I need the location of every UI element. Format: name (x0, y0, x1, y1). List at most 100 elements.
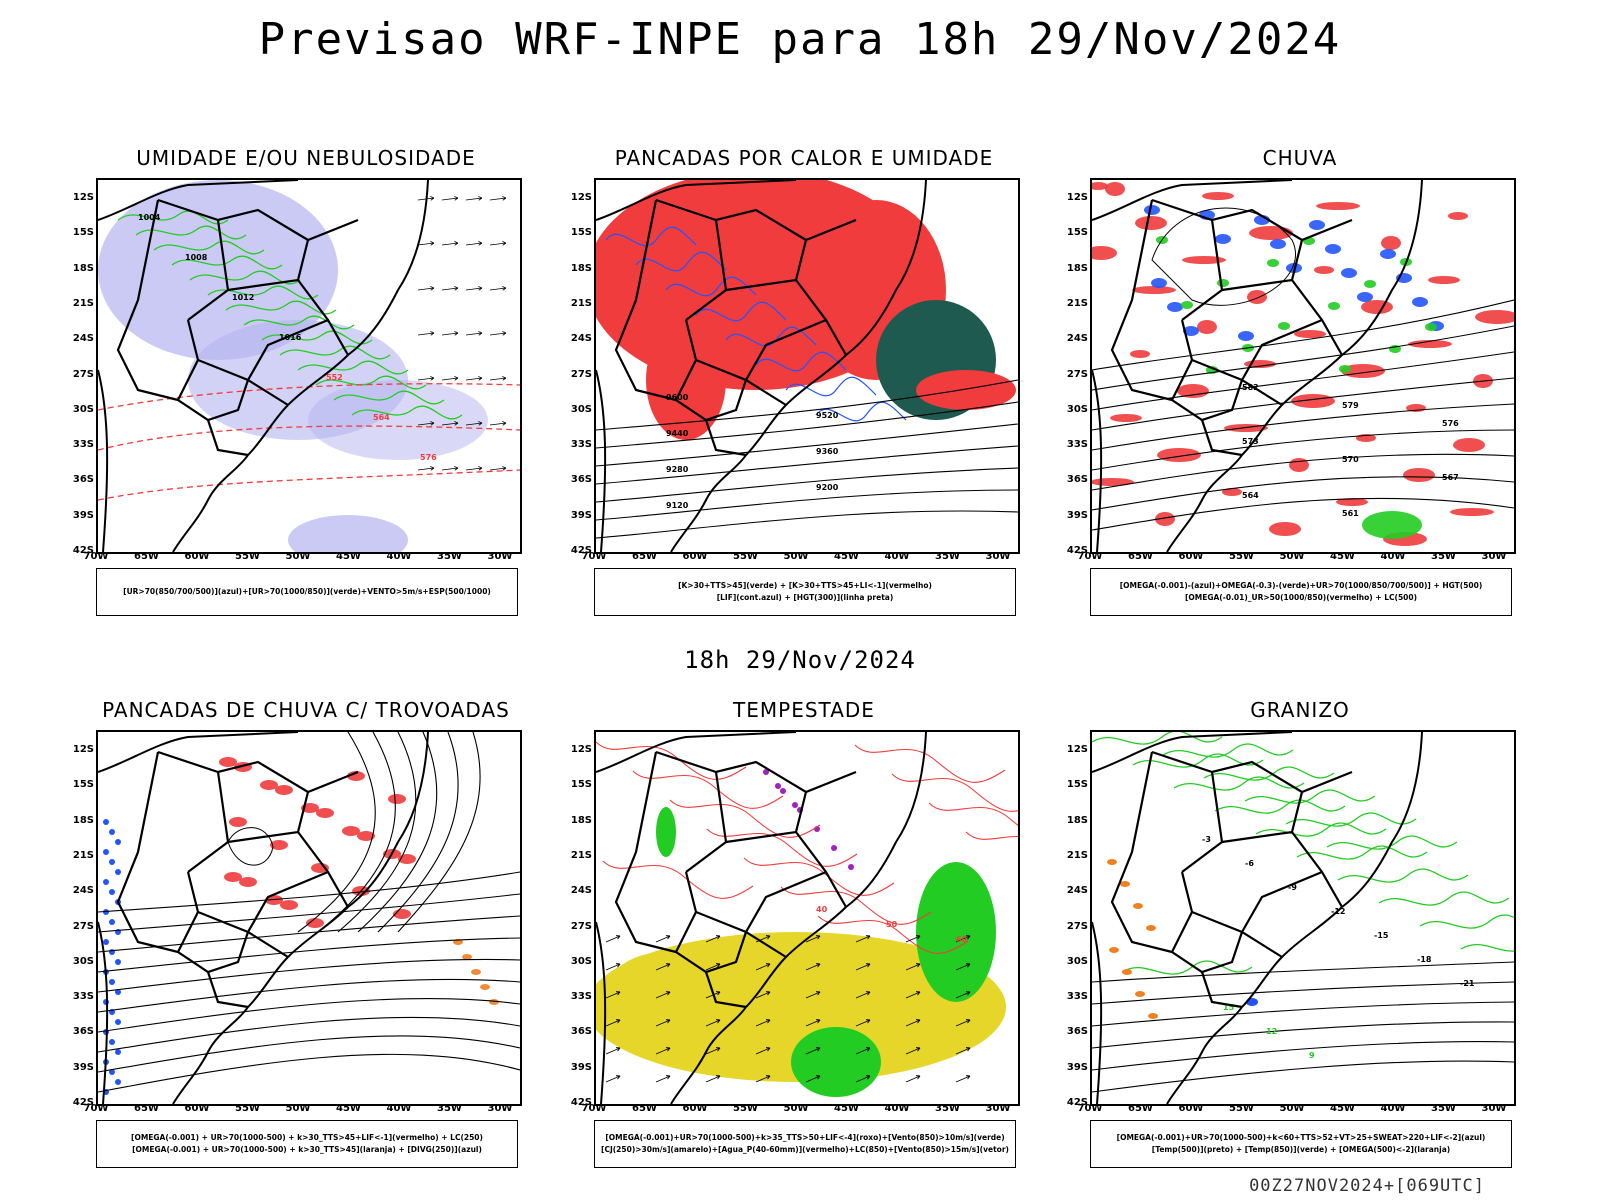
wind-vector-head (965, 991, 971, 996)
wind-vector-head (865, 935, 871, 940)
contour-label: 60 (956, 935, 968, 944)
temp500-contour (1092, 1060, 1514, 1093)
lifted-index-contour (755, 351, 847, 372)
legend-line: [OMEGA(-0.001) + UR>70(1000-500) + k>30_… (131, 1133, 483, 1142)
latitude-tick-label: 24S (1066, 885, 1088, 897)
wind-vector (417, 377, 435, 381)
omega-blue-area (1380, 249, 1396, 259)
legend-line: [OMEGA(-0.001)+UR>70(1000-500)+k<60+TTS>… (1116, 1133, 1486, 1142)
wind-vector (905, 1047, 921, 1055)
severe-storm-area (763, 769, 769, 775)
latitude-tick-label: 33S (72, 991, 94, 1003)
latitude-tick-label: 36S (1066, 474, 1088, 486)
legend-line: [CJ(250)>30m/s](amarelo)+[Agua_P(40-60mm… (601, 1145, 1009, 1154)
longitude-tick-label: 55W (733, 551, 758, 562)
wind-vector (489, 377, 507, 381)
wind-vector-head (965, 1047, 971, 1052)
longitude-tick-label: 45W (1330, 1103, 1355, 1114)
wind-vector-head (815, 991, 821, 996)
rain-area (1289, 458, 1309, 472)
wind-vector-head (615, 935, 621, 940)
omega-green-area (1362, 511, 1422, 539)
wind-vector (465, 467, 483, 471)
contour-label: 15 (1223, 1003, 1235, 1012)
wind-vector (489, 467, 507, 471)
contour-label: 582 (1242, 383, 1259, 392)
wind-vector (417, 332, 435, 336)
storm-area (275, 785, 293, 795)
wind-vector-head (915, 963, 921, 968)
contour-label: 9280 (666, 465, 689, 474)
omega-green-area (1278, 322, 1290, 330)
panel-legend: [OMEGA(-0.001)-(azul)+OMEGA(-0.3)-(verde… (1090, 568, 1512, 616)
state-borders (116, 198, 359, 457)
rain-area (1314, 266, 1334, 274)
omega-green-area (1217, 279, 1229, 287)
temp850-contour (1121, 960, 1253, 975)
state-borders (1110, 198, 1353, 457)
wind-vector (655, 1019, 671, 1027)
omega-blue-area (1309, 220, 1325, 230)
wind-vector-head (665, 963, 671, 968)
rain-area (1222, 488, 1242, 496)
red-dashed-contour (98, 383, 520, 411)
wind-vector (855, 1019, 871, 1027)
wind-vector (605, 991, 621, 999)
omega-green-area (1181, 301, 1193, 309)
latitude-tick-label: 12S (570, 744, 592, 755)
rain-area (1428, 276, 1460, 284)
longitude-tick-label: 40W (1380, 1103, 1406, 1114)
precipitable-water-contour (706, 828, 858, 867)
state-borders (1110, 750, 1353, 1009)
omega-green-area (1425, 323, 1437, 331)
wind-vector-head (965, 1075, 971, 1080)
latitude-tick-label: 42S (570, 545, 592, 556)
divergence-dot (115, 959, 121, 965)
wind-vector (417, 467, 435, 471)
wind-vector-head (965, 1019, 971, 1024)
latitude-tick-label: 30S (1066, 403, 1088, 415)
streamline (98, 958, 520, 993)
longitude-tick-label: 65W (632, 1103, 657, 1114)
wind-vector (905, 991, 921, 999)
temp500-contour (1092, 1021, 1514, 1049)
contour-label: 9360 (816, 447, 839, 456)
streamline (98, 1016, 520, 1053)
wind-vector (465, 422, 483, 426)
rain-area (1381, 236, 1401, 250)
wind-vector-head (815, 1019, 821, 1024)
omega-blue-area (1270, 239, 1286, 249)
wind-vector (855, 963, 871, 971)
lifted-index-contour (695, 301, 787, 322)
longitude-tick-label: 65W (632, 551, 657, 562)
wind-vector-head (915, 1075, 921, 1080)
rain-area (1130, 350, 1150, 358)
coastline (98, 180, 429, 552)
wind-vector (805, 963, 821, 971)
wind-vector (705, 1047, 721, 1055)
longitude-tick-label: 30W (1481, 551, 1507, 562)
wind-vector (655, 963, 671, 971)
severe-storm-area (775, 783, 781, 789)
map-panel: 40 50 60 (594, 730, 1020, 1106)
longitude-tick-label: 50W (285, 1103, 311, 1114)
wind-vector (441, 287, 459, 291)
wind-vector (755, 991, 771, 999)
wind-vector-head (915, 1019, 921, 1024)
rain-area (1453, 438, 1485, 452)
omega-orange-area (1109, 947, 1119, 953)
state-borders (614, 750, 857, 1009)
latitude-tick-label: 18S (570, 262, 592, 274)
omega-orange-area (1120, 881, 1130, 887)
rain-area (1202, 192, 1234, 200)
omega-orange-area (1107, 859, 1117, 865)
wind-vector-head (430, 376, 435, 381)
latitude-tick-label: 21S (1066, 849, 1088, 861)
green-contour (225, 300, 337, 315)
wind-vector (655, 1047, 671, 1055)
legend-line: [OMEGA(-0.001)+UR>70(1000-500)+k>35_TTS>… (605, 1133, 1005, 1142)
wind-vector-head (865, 1019, 871, 1024)
longitude-tick-label: 65W (1128, 1103, 1153, 1114)
latitude-tick-label: 21S (570, 297, 592, 309)
map-canvas: 582 579 576 573 570 567 564 561 (1092, 180, 1514, 552)
